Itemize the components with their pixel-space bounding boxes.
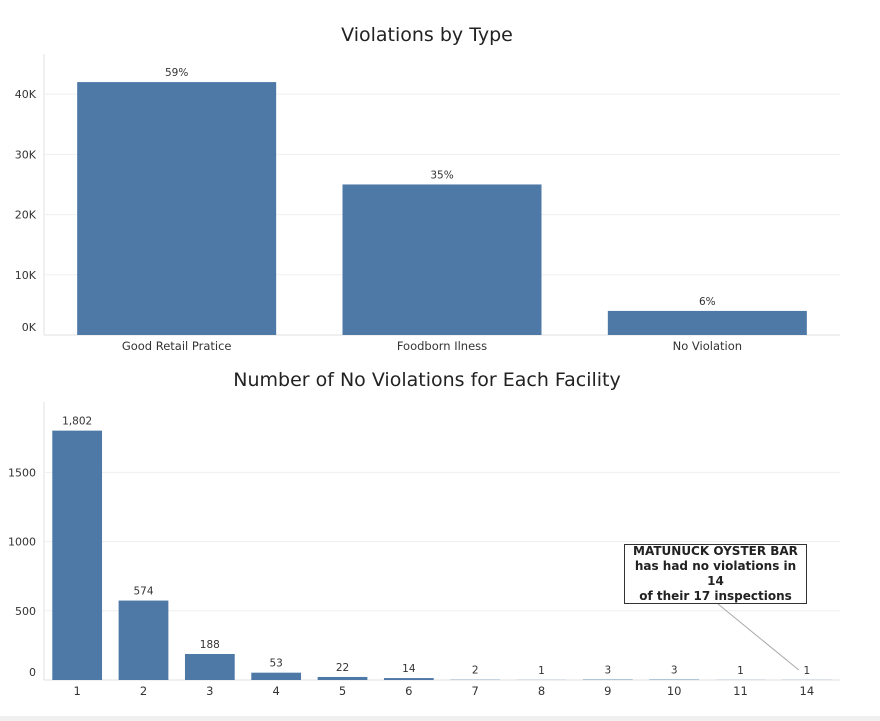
x-category-label: 6 [405,684,412,698]
data-label: 1 [737,665,744,677]
bar[interactable] [342,184,542,335]
x-category-label: Good Retail Pratice [122,339,232,353]
x-category-label: 2 [140,684,147,698]
bar[interactable] [52,430,103,680]
data-label: 2 [472,665,479,677]
chart-title: Violations by Type [341,24,513,46]
data-label: 188 [200,639,220,651]
bar[interactable] [184,653,235,680]
x-category-label: 14 [800,684,815,698]
x-category-label: 5 [339,684,346,698]
data-label: 574 [133,586,153,598]
annotation-line: of their 17 inspections [639,589,792,603]
annotation-leader-line [717,603,800,671]
data-label: 3 [671,665,678,677]
y-tick-label: 20K [15,209,37,222]
data-label: 22 [336,662,349,674]
x-category-label: 8 [538,684,545,698]
data-label: 14 [402,663,416,675]
x-category-label: 7 [472,684,479,698]
bar[interactable] [317,676,368,680]
annotation-callout: MATUNUCK OYSTER BAR has had no violation… [624,544,807,604]
x-category-label: 10 [667,684,682,698]
data-label: 35% [430,169,453,181]
y-tick-label: 0K [22,321,37,334]
x-category-label: 9 [604,684,611,698]
x-category-label: 3 [206,684,213,698]
x-category-label: Foodborn Ilness [397,339,487,353]
bar[interactable] [77,82,277,335]
y-tick-label: 40K [15,88,37,101]
x-category-label: 11 [733,684,748,698]
bottom-divider [0,716,880,721]
annotation-line: MATUNUCK OYSTER BAR [633,544,798,558]
bar[interactable] [251,672,302,680]
no-violations-per-facility-chart: Number of No Violations for Each Facilit… [8,369,840,698]
data-label: 1 [803,665,810,677]
annotation-line: has had no violations in 14 [634,559,797,588]
data-label: 1,802 [62,416,92,428]
y-tick-label: 500 [15,605,36,618]
data-label: 59% [165,67,188,79]
y-tick-label: 0 [29,666,36,679]
data-label: 1 [538,665,545,677]
x-category-label: 4 [273,684,280,698]
x-category-label: No Violation [673,339,742,353]
bar[interactable] [383,678,434,680]
y-tick-label: 10K [15,269,37,282]
y-tick-label: 30K [15,148,37,161]
y-tick-label: 1000 [8,536,36,549]
y-tick-label: 1500 [8,466,36,479]
bar[interactable] [607,310,807,335]
chart-title: Number of No Violations for Each Facilit… [233,369,620,391]
bar[interactable] [118,600,169,680]
data-label: 3 [604,665,611,677]
violations-by-type-chart: Violations by Type 0K 10K 20K 30K 40K 59% 35%… [15,24,840,353]
data-label: 53 [269,658,282,670]
x-category-label: 1 [74,684,81,698]
data-label: 6% [699,296,716,308]
